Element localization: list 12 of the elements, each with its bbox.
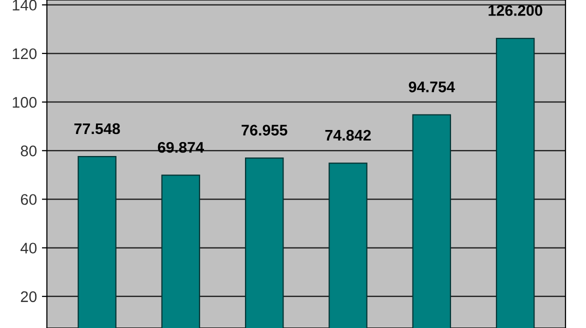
- data-label: 94.754: [408, 82, 455, 92]
- y-tick-label: 120: [12, 48, 37, 60]
- y-tick-label: 60: [20, 194, 37, 205]
- y-tick-label: 80: [20, 146, 37, 156]
- y-tick-label: 20: [20, 291, 37, 302]
- data-label: 77.548: [74, 123, 120, 134]
- data-label: 74.842: [325, 130, 371, 141]
- data-label: 76.955: [242, 124, 288, 136]
- y-tick-label: 40: [20, 242, 37, 254]
- data-label: 126.200: [488, 5, 542, 16]
- y-tick-label: 100: [12, 96, 37, 108]
- y-tick-label: 140: [12, 0, 37, 11]
